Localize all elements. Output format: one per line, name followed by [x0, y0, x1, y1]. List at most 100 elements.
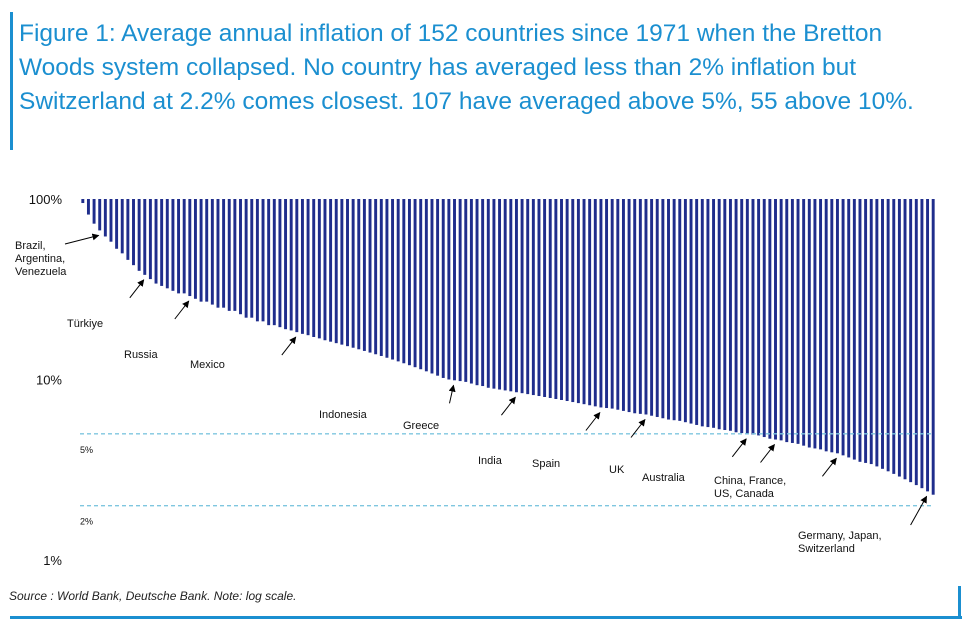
- country-bar: [638, 199, 642, 414]
- country-bar: [92, 199, 96, 224]
- country-bar: [689, 199, 693, 424]
- title-accent-bar: [10, 12, 13, 150]
- country-bar: [317, 199, 321, 339]
- country-bar: [486, 199, 490, 388]
- annotation-label: Brazil,: [15, 240, 46, 252]
- country-bar: [762, 199, 766, 438]
- country-annotation: Australia: [642, 443, 775, 484]
- annotation-label: Switzerland: [798, 543, 855, 555]
- annotation-label: Greece: [403, 420, 439, 432]
- country-bar: [599, 199, 603, 408]
- country-bar: [886, 199, 890, 472]
- country-bar: [368, 199, 372, 353]
- annotation-label: Indonesia: [319, 409, 368, 421]
- country-bar: [576, 199, 580, 404]
- country-bar: [650, 199, 654, 416]
- country-bar: [81, 199, 85, 204]
- country-bar: [914, 199, 918, 486]
- country-bar: [627, 199, 631, 413]
- country-bar: [779, 199, 783, 441]
- country-bar: [278, 199, 282, 328]
- country-bar: [182, 199, 186, 294]
- figure-title: Figure 1: Average annual inflation of 15…: [19, 20, 914, 115]
- annotation-label: US, Canada: [714, 488, 775, 500]
- country-bar: [582, 199, 586, 405]
- annotation-arrow: [129, 279, 145, 299]
- country-bar: [909, 199, 913, 483]
- y-tick-label: 100%: [29, 192, 63, 207]
- country-bar: [661, 199, 665, 419]
- country-bar: [453, 199, 456, 381]
- country-bar: [835, 199, 839, 454]
- country-annotation: Greece: [403, 396, 516, 432]
- annotation-arrow: [731, 438, 747, 458]
- country-bar: [571, 199, 575, 403]
- country-bar: [509, 199, 513, 392]
- annotation-arrow: [281, 336, 297, 356]
- source-note: Source : World Bank, Deutsche Bank. Note…: [9, 589, 297, 603]
- country-bar: [272, 199, 276, 326]
- country-bar: [396, 199, 400, 362]
- country-bar: [526, 199, 530, 395]
- annotation-label: Argentina,: [15, 253, 65, 265]
- country-bar: [858, 199, 862, 462]
- country-bar: [813, 199, 817, 449]
- country-bar: [413, 199, 417, 368]
- y-axis-labels: 100% 10% 1%: [29, 192, 63, 568]
- country-bar: [419, 199, 423, 370]
- country-bar: [250, 199, 254, 318]
- country-bar: [469, 199, 473, 384]
- country-bar: [672, 199, 676, 421]
- country-bar: [514, 199, 518, 393]
- country-bar: [289, 199, 293, 331]
- country-bar: [852, 199, 856, 460]
- reference-lines: 5% 2%: [80, 433, 934, 527]
- country-bar: [351, 199, 355, 348]
- annotation-arrow: [448, 384, 456, 404]
- annotation-label: Australia: [642, 472, 686, 484]
- annotation-arrow: [822, 457, 837, 477]
- country-bar: [745, 199, 749, 434]
- annotation-arrow: [174, 300, 190, 320]
- country-bar: [261, 199, 265, 322]
- country-bar: [864, 199, 868, 463]
- country-annotation: Türkiye: [67, 279, 145, 330]
- country-bar: [385, 199, 389, 358]
- country-bar: [520, 199, 524, 394]
- annotation-label: China, France,: [714, 475, 786, 487]
- country-bar: [464, 199, 468, 382]
- country-bar: [565, 199, 569, 402]
- country-bar: [154, 199, 158, 284]
- country-bar: [267, 199, 271, 326]
- country-annotation: China, France,US, Canada: [714, 457, 837, 500]
- annotation-arrow: [760, 443, 775, 463]
- country-annotations: Brazil,Argentina,Venezuela Türkiye Russia M…: [15, 233, 928, 555]
- country-bar: [740, 199, 744, 434]
- country-bar: [728, 199, 732, 431]
- country-bar: [379, 199, 383, 356]
- country-annotation: Spain: [532, 418, 646, 470]
- country-bar: [683, 199, 687, 423]
- country-bar: [605, 199, 609, 409]
- country-bar: [841, 199, 845, 456]
- country-bar: [847, 199, 851, 458]
- annotation-label: Russia: [124, 349, 159, 361]
- country-bar: [819, 199, 823, 450]
- country-annotation: UK: [609, 438, 747, 476]
- country-bar: [115, 199, 119, 249]
- annotation-arrow: [501, 396, 516, 416]
- country-bar: [892, 199, 896, 474]
- country-bar: [830, 199, 834, 453]
- annotation-arrow: [630, 418, 646, 438]
- country-bar: [148, 199, 152, 280]
- country-bar: [875, 199, 879, 467]
- country-bar: [554, 199, 558, 399]
- country-bar: [334, 199, 338, 344]
- country-bar: [931, 199, 935, 495]
- country-bar: [402, 199, 406, 364]
- country-bar: [774, 199, 777, 440]
- country-bar: [757, 199, 761, 436]
- country-annotation: India: [478, 411, 601, 467]
- country-bar: [244, 199, 248, 318]
